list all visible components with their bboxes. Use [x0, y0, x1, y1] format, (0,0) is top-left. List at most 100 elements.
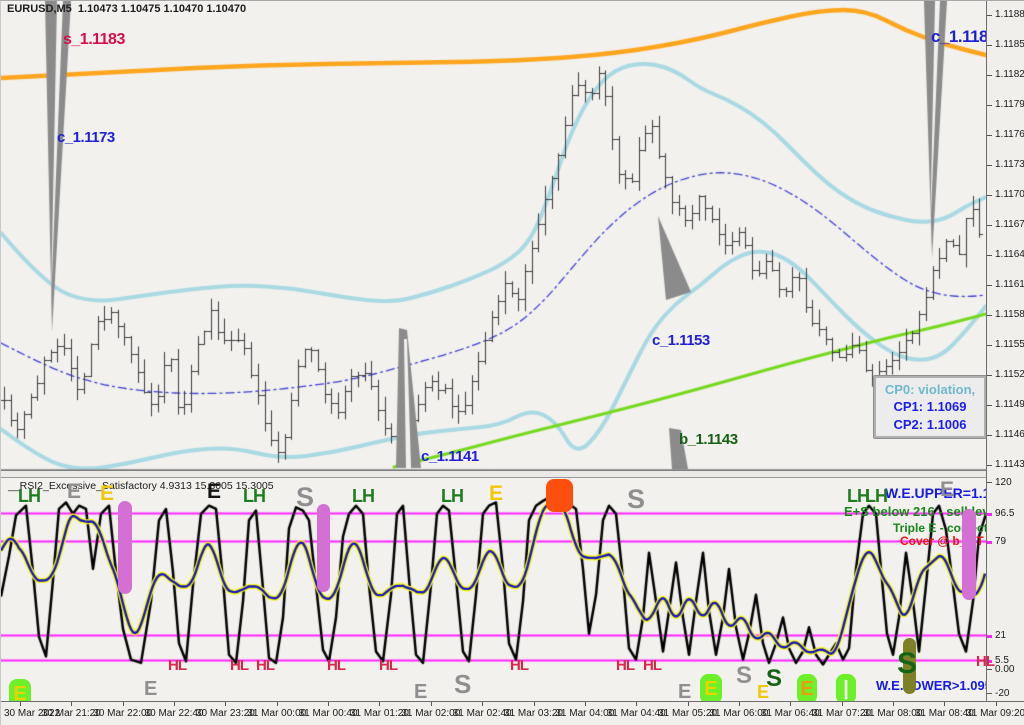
time-axis-label: 31 Mar 02:00	[401, 708, 461, 719]
price-axis-tick	[987, 15, 992, 16]
rsi-axis-tick	[987, 635, 992, 639]
time-axis-tick	[276, 702, 278, 706]
price-axis-tick	[987, 255, 992, 256]
price-axis-tick	[987, 405, 992, 406]
signal-marker-hl: HL	[256, 657, 275, 674]
price-axis-label: 1.11675	[995, 219, 1024, 230]
time-axis-tick	[482, 702, 484, 706]
signal-marker-hl: HL	[510, 657, 529, 674]
chart-annotation: s_1.1183	[63, 31, 125, 48]
time-axis-tick	[20, 702, 21, 706]
price-axis[interactable]: 1.11885 1.11855 1.11825 1.11795 1.11765 1.117…	[986, 1, 1024, 701]
signal-marker-lh: LH	[243, 486, 266, 506]
signal-marker-e: E	[489, 482, 503, 505]
time-axis[interactable]: 30 Mar 2022 30 Mar 21:20 30 Mar 22:00 30 Ma…	[1, 701, 1024, 725]
time-axis-tick	[379, 702, 381, 706]
time-axis-label: 30 Mar 22:40	[144, 708, 204, 719]
signal-capsule-olive	[903, 638, 916, 694]
signal-marker-lh: LH	[441, 486, 464, 506]
time-axis-label: 31 Mar 08:00	[863, 708, 923, 719]
price-axis-label: 1.11765	[995, 129, 1024, 140]
ohlc-quote-label: 1.10473 1.10475 1.10470 1.10470	[77, 3, 247, 15]
rsi-axis-tick	[987, 669, 992, 671]
price-axis-label: 1.11795	[995, 99, 1024, 110]
signal-capsule-violet	[962, 509, 976, 600]
time-axis-label: 31 Mar 07:20	[812, 708, 872, 719]
signal-marker-s: S	[454, 669, 471, 699]
rsi-axis-tick	[987, 482, 992, 483]
time-axis-label: 31 Mar 06:00	[709, 708, 769, 719]
time-axis-tick	[328, 702, 330, 706]
rsi-axis-label: 21	[995, 630, 1007, 642]
signal-marker-s: S	[897, 647, 917, 680]
rsi-axis-label: -20	[995, 688, 1010, 699]
time-axis-tick	[533, 702, 535, 706]
signal-marker-e: E	[757, 682, 769, 702]
rsi-annotation-text: E+S below 216 - sell level	[844, 504, 1001, 519]
symbol-period-label: EURUSD,M5	[7, 3, 72, 15]
time-axis-label: 31 Mar 04:00	[555, 708, 615, 719]
signal-marker-e: E	[940, 478, 954, 501]
signal-capsule-green: E	[797, 674, 817, 704]
price-axis-tick	[987, 465, 992, 466]
time-axis-label: 31 Mar 04:40	[606, 708, 666, 719]
price-axis-label: 1.11705	[995, 189, 1024, 200]
signal-marker-s: S	[627, 484, 645, 514]
panel-splitter[interactable]	[1, 470, 1024, 478]
rsi-indicator-chart[interactable]	[1, 478, 986, 701]
time-axis-label: 31 Mar 05:20	[658, 708, 718, 719]
rsi-annotation-text: W.E.LOWER>1.0959	[876, 678, 1000, 693]
time-axis-label: 31 Mar 00:40	[298, 708, 358, 719]
price-axis-tick	[987, 105, 992, 106]
time-axis-tick	[790, 702, 792, 706]
signal-marker-lh: LH	[865, 486, 888, 506]
price-axis-tick	[987, 315, 992, 316]
time-axis-label: 30 Mar 23:20	[195, 708, 255, 719]
signal-marker-hl: HL	[616, 657, 635, 674]
time-axis-label: 30 Mar 21:20	[41, 708, 101, 719]
time-axis-label: 31 Mar 01:20	[349, 708, 409, 719]
rsi-axis-tick	[987, 541, 992, 545]
signal-marker-e: E	[414, 681, 427, 703]
time-axis-label: 31 Mar 06:40	[760, 708, 820, 719]
price-axis-label: 1.11495	[995, 399, 1024, 410]
signal-marker-e: E	[678, 681, 691, 703]
signal-marker-lh: LH	[18, 486, 41, 506]
time-axis-tick	[944, 702, 946, 706]
time-axis-label: 30 Mar 2022	[4, 708, 61, 719]
signal-marker-lh: LH	[847, 486, 870, 506]
signal-marker-hl: HL	[379, 657, 398, 674]
time-axis-tick	[738, 702, 740, 706]
signal-marker-hl: HL	[976, 653, 995, 670]
rsi-axis-tick	[987, 693, 992, 694]
time-axis-tick	[430, 702, 432, 706]
time-axis-tick	[892, 702, 894, 706]
price-axis-tick	[987, 345, 992, 346]
signal-capsule-orangered	[546, 479, 573, 512]
signal-marker-s: S	[766, 665, 782, 692]
chart-annotation: c_1.1141	[421, 448, 479, 465]
time-axis-tick	[841, 702, 843, 706]
rsi-axis-tick	[987, 513, 992, 516]
time-axis-tick	[687, 702, 689, 706]
signal-capsule-green: |	[836, 674, 856, 704]
time-axis-label: 31 Mar 08:40	[914, 708, 974, 719]
rsi-axis-label: 5.5	[995, 655, 1009, 667]
price-axis-tick	[987, 285, 992, 286]
time-axis-label: 31 Mar 09:20	[966, 708, 1024, 719]
signal-marker-e: E	[100, 482, 114, 505]
time-axis-label: 31 Mar 00:00	[247, 708, 307, 719]
main-price-chart[interactable]	[1, 1, 986, 471]
rsi-axis-label: 120	[995, 477, 1012, 488]
time-axis-tick	[174, 702, 176, 706]
chart-annotation: b_1.1143	[679, 431, 738, 448]
time-axis-tick	[122, 702, 124, 706]
price-axis-tick	[987, 435, 992, 436]
signal-marker-hl: HL	[230, 657, 249, 674]
time-axis-tick	[225, 702, 227, 706]
time-axis-tick	[584, 702, 586, 706]
rsi-axis-label: 79	[995, 536, 1007, 548]
signal-capsule-violet	[118, 501, 132, 594]
rsi-indicator-name: __RSI2_Excessive_Satisfactory 4.9313 15.…	[8, 480, 274, 492]
